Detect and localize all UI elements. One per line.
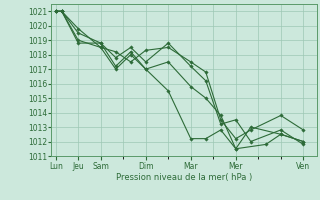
X-axis label: Pression niveau de la mer( hPa ): Pression niveau de la mer( hPa ) — [116, 173, 252, 182]
